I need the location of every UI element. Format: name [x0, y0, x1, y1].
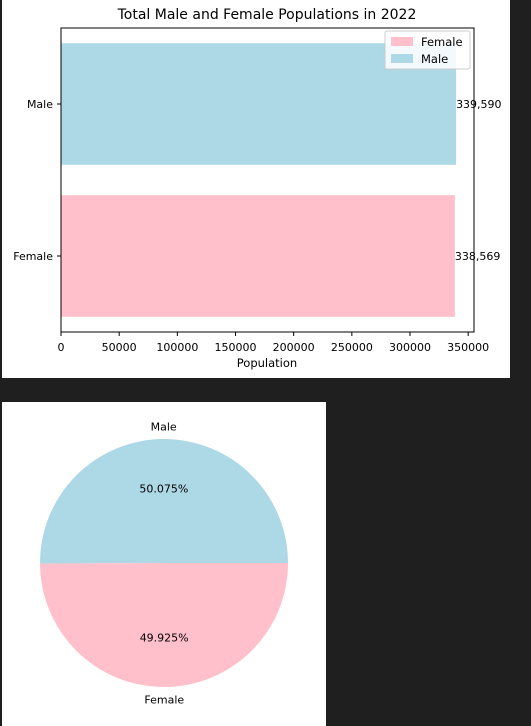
x-tick-label: 200000 [273, 341, 315, 354]
x-tick-label: 250000 [331, 341, 373, 354]
legend-swatch-female [391, 37, 413, 46]
bar-value-label: 339,590 [456, 98, 502, 111]
x-tick-label: 350000 [447, 341, 489, 354]
x-tick-label: 0 [58, 341, 65, 354]
pie-label: Female [144, 693, 184, 706]
pie-chart-panel: Male 50.075% Female 49.925% [2, 402, 326, 726]
pie-chart: Male 50.075% Female 49.925% [39, 421, 289, 706]
plot-frame [60, 27, 475, 333]
pie-label: Male [151, 421, 177, 434]
x-tick-label: 50000 [102, 341, 137, 354]
chart-title: Total Male and Female Populations in 202… [117, 7, 417, 23]
pie-percent-label: 49.925% [140, 631, 189, 644]
x-tick-label: 100000 [156, 341, 198, 354]
pie-slice-female [40, 563, 289, 687]
x-tick-label: 150000 [215, 341, 257, 354]
bar-chart-panel: Total Male and Female Populations in 202… [2, 0, 510, 378]
legend-label: Female [421, 35, 463, 49]
y-tick-label: Female [13, 250, 53, 263]
x-tick-label: 300000 [389, 341, 431, 354]
legend: Female Male [384, 30, 471, 70]
pie-slice-male [39, 438, 289, 564]
legend-swatch-male [391, 54, 413, 63]
bar-chart: Total Male and Female Populations in 202… [13, 7, 502, 370]
x-axis-label: Population [237, 356, 297, 370]
y-tick-label: Male [27, 98, 53, 111]
pie-percent-label: 50.075% [139, 483, 188, 496]
legend-label: Male [421, 52, 448, 66]
bar-value-label: 338,569 [455, 250, 501, 263]
bar-female [61, 195, 455, 317]
